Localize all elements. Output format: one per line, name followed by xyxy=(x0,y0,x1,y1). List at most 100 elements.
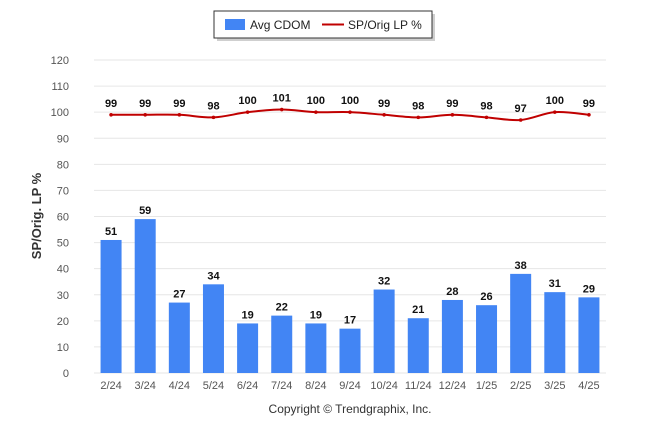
bar xyxy=(510,273,532,373)
line-point xyxy=(245,110,250,114)
bar-value-label: 59 xyxy=(139,205,151,217)
line-value-label: 99 xyxy=(446,98,458,110)
line-value-label: 98 xyxy=(412,100,424,112)
bar-value-label: 34 xyxy=(207,270,220,282)
y-tick-label: 90 xyxy=(57,133,69,145)
line-point xyxy=(279,107,284,112)
bar xyxy=(168,302,190,373)
y-tick-label: 30 xyxy=(57,290,69,302)
bar-value-label: 27 xyxy=(173,289,185,301)
bar-value-label: 31 xyxy=(549,278,561,290)
bar-value-label: 22 xyxy=(276,302,288,314)
bar xyxy=(544,292,566,373)
line-value-labels: 99 99 99 98 100 101 100 100 99 98 99 98 97 100 99 xyxy=(105,93,595,115)
line-point xyxy=(587,112,591,117)
y-tick-label: 60 xyxy=(57,212,69,224)
copyright-credit: Copyright © Trendgraphix, Inc. xyxy=(269,402,432,416)
line-point xyxy=(211,115,216,120)
x-tick-label: 2/24 xyxy=(100,380,121,392)
line-value-label: 101 xyxy=(273,93,291,105)
x-tick-label: 12/24 xyxy=(439,380,467,392)
line-point xyxy=(553,110,557,114)
y-tick-label: 50 xyxy=(57,238,69,250)
line-value-label: 99 xyxy=(378,98,390,110)
x-tick-label: 4/25 xyxy=(578,380,599,392)
line-value-label: 98 xyxy=(207,100,219,112)
x-tick-label: 5/24 xyxy=(203,380,224,392)
bar xyxy=(202,284,224,373)
bar xyxy=(271,315,293,373)
line-point xyxy=(143,112,147,117)
legend-label-bars: Avg CDOM xyxy=(250,18,310,32)
line-point xyxy=(450,112,455,117)
x-tick-label: 10/24 xyxy=(370,380,398,392)
line-point xyxy=(416,115,421,120)
chart-legend: Avg CDOM SP/Orig LP % xyxy=(213,10,435,41)
bar-value-label: 19 xyxy=(241,309,253,321)
line-value-label: 100 xyxy=(238,95,256,107)
line-value-label: 99 xyxy=(173,98,185,110)
line-point xyxy=(348,110,352,114)
x-tick-label: 11/24 xyxy=(405,380,432,392)
line-value-label: 99 xyxy=(139,98,151,110)
line-series xyxy=(109,107,591,122)
y-tick-label: 10 xyxy=(57,342,69,354)
bar-series xyxy=(100,219,600,373)
line-value-label: 100 xyxy=(546,95,564,107)
x-tick-label: 2/25 xyxy=(510,380,531,392)
x-tick-label: 3/24 xyxy=(134,380,155,392)
bar-value-labels: 51 59 27 34 19 22 19 17 32 21 28 26 38 31 29 xyxy=(105,205,595,327)
y-tick-label: 0 xyxy=(63,368,69,380)
bar-value-label: 29 xyxy=(583,283,595,295)
line-point xyxy=(484,115,489,120)
bar xyxy=(373,289,395,373)
line-point xyxy=(177,112,182,117)
y-tick-label: 120 xyxy=(51,55,69,67)
x-tick-label: 7/24 xyxy=(271,380,292,392)
y-axis-ticks: 0 10 20 30 40 50 60 70 80 90 100 110 120 xyxy=(51,55,69,380)
legend-label-line: SP/Orig LP % xyxy=(348,18,422,32)
x-axis-ticks: 2/24 3/24 4/24 5/24 6/24 7/24 8/24 9/24 10/24 11/… xyxy=(100,380,599,392)
line-value-label: 99 xyxy=(583,98,595,110)
bar xyxy=(441,299,463,373)
line-value-label: 100 xyxy=(307,95,325,107)
bar xyxy=(134,219,156,373)
x-tick-label: 9/24 xyxy=(339,380,360,392)
bar-value-label: 51 xyxy=(105,226,117,238)
y-axis-label: SP/Orig. LP % xyxy=(29,172,44,259)
line-point xyxy=(314,110,318,114)
line-point xyxy=(518,118,523,122)
y-tick-label: 70 xyxy=(57,185,69,197)
bar-value-label: 21 xyxy=(412,304,424,316)
line-point xyxy=(382,112,386,117)
legend-swatch-bars xyxy=(225,19,245,30)
bar-value-label: 17 xyxy=(344,315,356,327)
line-value-label: 97 xyxy=(515,103,527,115)
bar xyxy=(407,318,429,373)
x-tick-label: 8/24 xyxy=(305,380,326,392)
x-tick-label: 3/25 xyxy=(544,380,565,392)
bar xyxy=(305,323,327,373)
bar-value-label: 19 xyxy=(310,309,322,321)
y-tick-label: 100 xyxy=(51,107,69,119)
line-value-label: 100 xyxy=(341,95,359,107)
bar xyxy=(237,323,259,373)
bar-value-label: 26 xyxy=(480,291,492,303)
bar xyxy=(578,297,600,373)
y-tick-label: 110 xyxy=(51,81,69,93)
bar xyxy=(339,328,361,373)
bar-value-label: 38 xyxy=(515,260,527,272)
x-tick-label: 1/25 xyxy=(476,380,497,392)
line-value-label: 99 xyxy=(105,98,117,110)
bar-value-label: 28 xyxy=(446,286,458,298)
line-value-label: 98 xyxy=(480,100,492,112)
x-tick-label: 6/24 xyxy=(237,380,258,392)
y-tick-label: 80 xyxy=(57,159,69,171)
y-tick-label: 40 xyxy=(57,264,69,276)
x-tick-label: 4/24 xyxy=(169,380,190,392)
line-point xyxy=(109,112,113,117)
bar xyxy=(100,239,122,373)
bar xyxy=(476,305,498,373)
bar-value-label: 32 xyxy=(378,276,390,288)
